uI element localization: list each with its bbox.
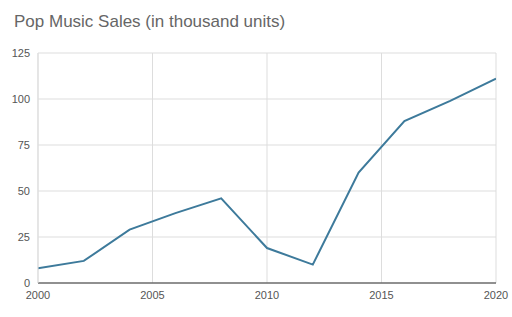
svg-text:75: 75 — [18, 139, 30, 151]
svg-text:25: 25 — [18, 231, 30, 243]
svg-text:125: 125 — [12, 47, 30, 59]
svg-text:2000: 2000 — [26, 289, 50, 301]
svg-text:2005: 2005 — [140, 289, 164, 301]
svg-text:50: 50 — [18, 185, 30, 197]
svg-text:2015: 2015 — [369, 289, 393, 301]
svg-text:2020: 2020 — [484, 289, 504, 301]
svg-text:0: 0 — [24, 277, 30, 289]
svg-text:100: 100 — [12, 93, 30, 105]
html-text:Pop Music Sales (in thousand u: Pop Music Sales (in thousand units) — [14, 12, 286, 31]
svg-text:2010: 2010 — [255, 289, 279, 301]
